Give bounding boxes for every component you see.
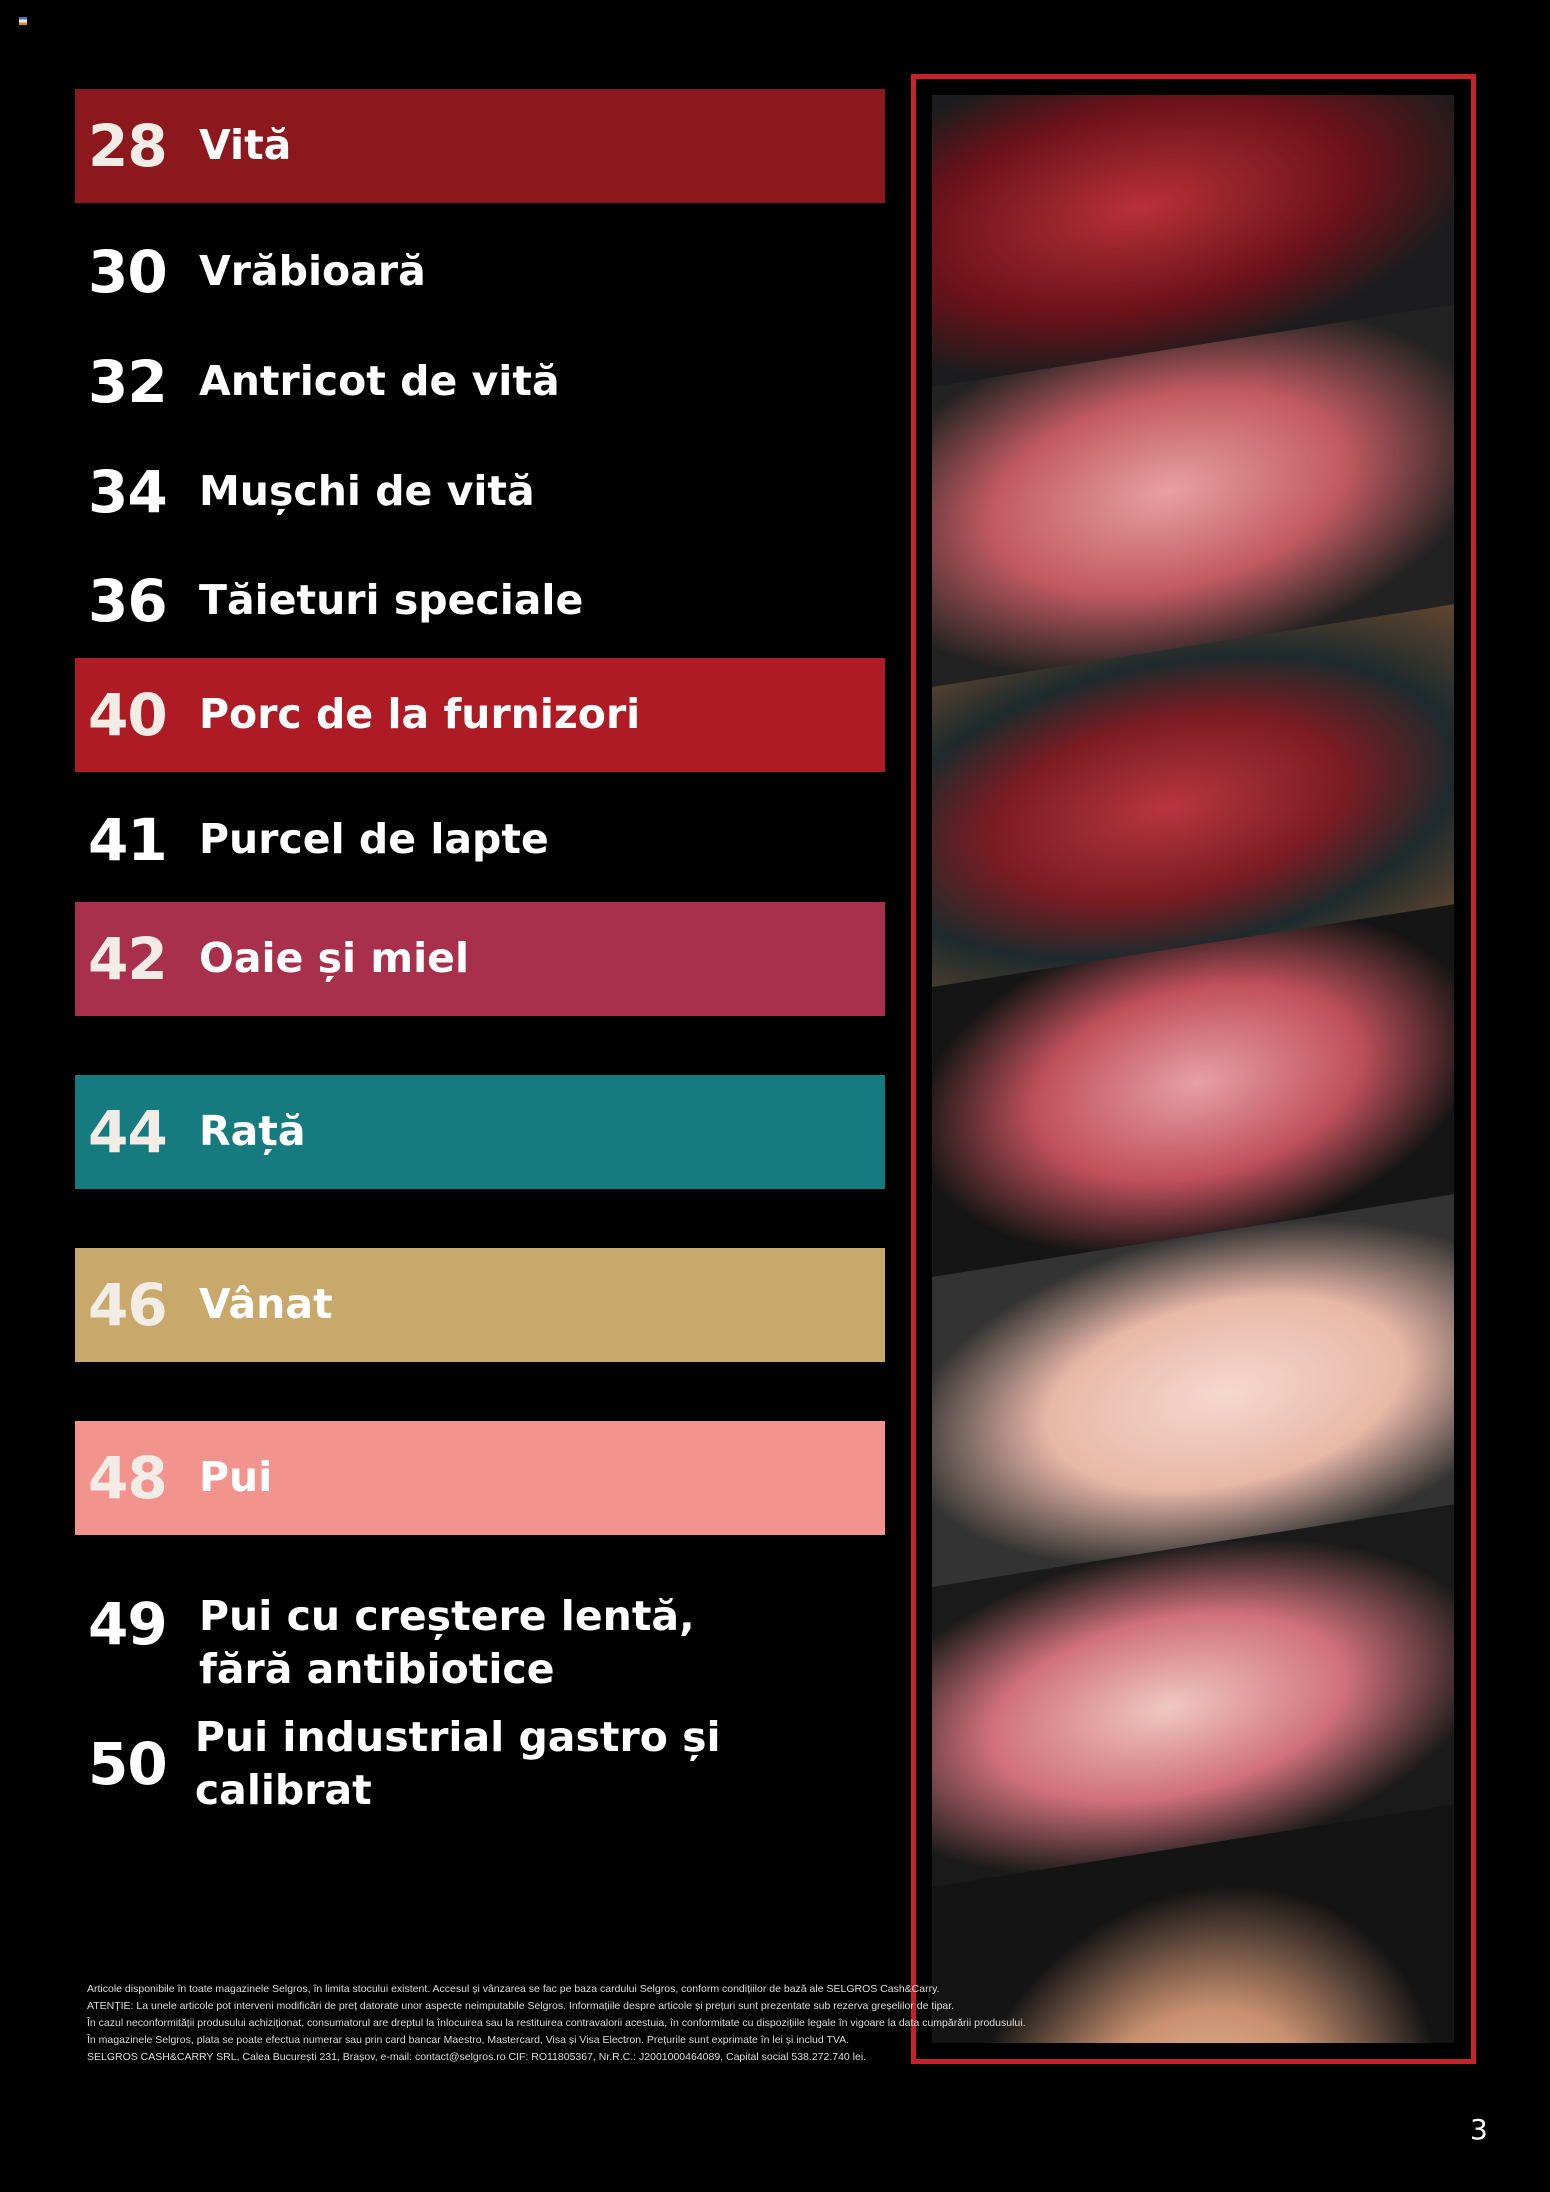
toc-page-number: 50: [88, 1730, 168, 1798]
toc-entry[interactable]: 30 Vrăbioară: [75, 215, 885, 329]
toc-label-line: Purcel de lapte: [199, 815, 549, 864]
toc-page-number: 32: [88, 348, 168, 416]
toc-label-line: Rață: [199, 1107, 306, 1156]
toc-page-number: 30: [88, 238, 168, 306]
toc-label: Mușchi de vită: [199, 465, 535, 518]
toc-entry[interactable]: 42 Oaie și miel: [75, 902, 885, 1016]
toc-label: Vrăbioară: [199, 245, 426, 298]
toc-label-line: Oaie și miel: [199, 934, 470, 983]
toc-page-number: 28: [88, 112, 168, 180]
toc-label: Pui industrial gastro și calibrat: [195, 1711, 885, 1818]
toc-label: Tăieturi speciale: [199, 574, 583, 627]
toc-label: Rață: [199, 1105, 306, 1158]
toc-label-line: Pui cu creștere lentă,: [199, 1592, 695, 1640]
toc-page-number: 48: [88, 1444, 168, 1512]
toc-label-line: Mușchi de vită: [199, 467, 535, 516]
toc-page-number: 41: [88, 806, 168, 874]
toc-label: Pui cu creștere lentă, fără antibiotice: [199, 1590, 695, 1697]
meat-photo-collage: [932, 95, 1454, 2043]
toc-label-line: Porc de la furnizori: [199, 690, 641, 739]
toc-label: Vită: [199, 119, 291, 172]
toc-page-number: 44: [88, 1098, 168, 1166]
page-number: 3: [1470, 2113, 1488, 2146]
toc-entry[interactable]: 28 Vită: [75, 89, 885, 203]
footer-line: SELGROS CASH&CARRY SRL, Calea București …: [87, 2051, 867, 2063]
toc-label-line: Pui: [199, 1453, 273, 1502]
toc-page-number: 40: [88, 681, 168, 749]
toc-label-line: Pui industrial gastro și calibrat: [194, 1712, 721, 1814]
toc-entry[interactable]: 36 Tăieturi speciale: [75, 544, 885, 658]
toc-entry[interactable]: 34 Mușchi de vită: [75, 435, 885, 549]
toc-entry[interactable]: 44 Rață: [75, 1075, 885, 1189]
toc-entry[interactable]: 50 Pui industrial gastro și calibrat: [75, 1707, 885, 1821]
toc-entry[interactable]: 48 Pui: [75, 1421, 885, 1535]
toc-label: Oaie și miel: [199, 932, 469, 985]
toc-label: Pui: [199, 1451, 272, 1504]
toc-entry[interactable]: 41 Purcel de lapte: [75, 783, 885, 897]
toc-page-number: 49: [88, 1590, 168, 1658]
toc-label: Antricot de vită: [199, 355, 560, 408]
toc-page-number: 34: [88, 458, 168, 526]
toc-label-line: Antricot de vită: [199, 357, 560, 406]
toc-label-line: Vrăbioară: [199, 247, 426, 296]
brand-logo-icon: [19, 17, 27, 25]
toc-label: Purcel de lapte: [199, 813, 549, 866]
toc-page-number: 42: [88, 925, 168, 993]
toc-entry[interactable]: 32 Antricot de vită: [75, 325, 885, 439]
toc-label: Vânat: [199, 1278, 333, 1331]
toc-entry[interactable]: 49 Pui cu creștere lentă, fără antibiotice: [75, 1590, 885, 1730]
toc-page-number: 36: [88, 567, 168, 635]
toc-label: Porc de la furnizori: [199, 688, 640, 741]
legal-footer: Articole disponibile în toate magazinele…: [87, 1981, 1026, 2066]
footer-line: Articole disponibile în toate magazinele…: [87, 1983, 940, 1995]
toc-label-line: Vită: [199, 121, 292, 170]
toc-entry[interactable]: 40 Porc de la furnizori: [75, 658, 885, 772]
toc-label-line: Vânat: [199, 1280, 333, 1329]
toc-page-number: 46: [88, 1271, 168, 1339]
footer-line: ATENȚIE: La unele articole pot interveni…: [87, 2000, 955, 2012]
footer-line: În magazinele Selgros, plata se poate ef…: [87, 2034, 850, 2046]
toc-entry[interactable]: 46 Vânat: [75, 1248, 885, 1362]
footer-line: În cazul neconformității produsului achi…: [87, 2017, 1026, 2029]
toc-label-line: fără antibiotice: [199, 1645, 555, 1694]
toc-label-line: Tăieturi speciale: [199, 576, 584, 625]
